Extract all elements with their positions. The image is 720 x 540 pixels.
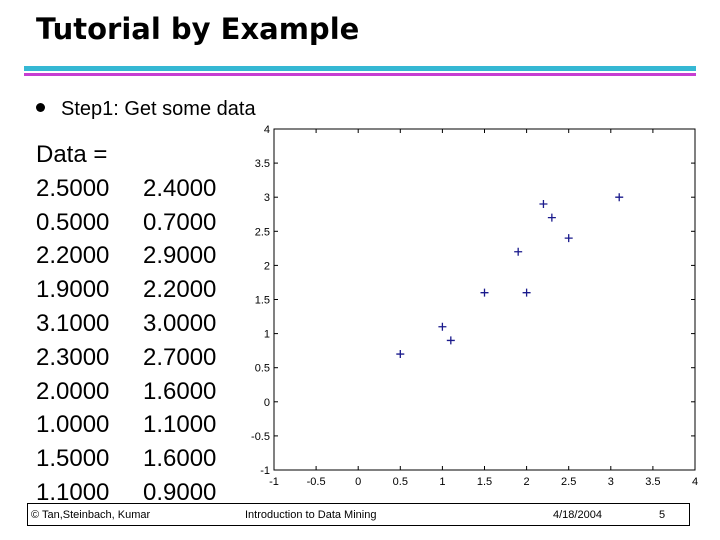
x-tick-label: 0.5 bbox=[393, 476, 408, 488]
data-row: 0.5000 0.7000 bbox=[36, 206, 216, 240]
x-tick-label: -0.5 bbox=[307, 476, 326, 488]
data-point bbox=[547, 213, 556, 222]
data-cell-x: 2.0000 bbox=[36, 377, 110, 405]
data-cell-x: 3.1000 bbox=[36, 309, 110, 337]
data-cell-x: 2.5000 bbox=[36, 174, 110, 202]
y-tick-label: -1 bbox=[260, 465, 270, 477]
footer-date: 4/18/2004 bbox=[553, 509, 602, 521]
data-cell-x: 0.5000 bbox=[36, 208, 110, 236]
data-point bbox=[514, 247, 523, 256]
data-cell-y: 3.0000 bbox=[143, 309, 217, 337]
x-tick-label: 1.5 bbox=[477, 476, 492, 488]
y-tick-label: 3 bbox=[264, 192, 270, 204]
data-cell-y: 1.1000 bbox=[143, 411, 217, 439]
scatter-chart: -1 -0.5 0 0.5 1 1.5 2 2.5 3 3.5 4 -1 -0.5 0 0.5 1 1.5 2 2.… bbox=[251, 124, 698, 488]
footer-page-number: 5 bbox=[659, 509, 666, 521]
data-cell-x: 2.3000 bbox=[36, 343, 110, 371]
data-cell-y: 2.4000 bbox=[143, 174, 217, 202]
data-row: 2.3000 2.7000 bbox=[36, 341, 216, 375]
data-cell-x: 2.2000 bbox=[36, 242, 110, 270]
data-cell-x: 1.5000 bbox=[36, 445, 110, 473]
slide-footer: © Tan,Steinbach, Kumar Introduction to D… bbox=[27, 503, 690, 526]
data-row: 1.1000 0.9000 bbox=[36, 476, 216, 510]
data-table: Data = 2.5000 2.4000 0.5000 0.7000 2.2000 2… bbox=[36, 138, 216, 510]
data-point bbox=[615, 193, 624, 202]
data-cell-x: 1.0000 bbox=[36, 411, 110, 439]
data-row: 1.0000 1.1000 bbox=[36, 408, 216, 442]
bullet-text: Step1: Get some data bbox=[61, 98, 256, 120]
title-divider-cyan bbox=[24, 66, 696, 71]
y-tick-label: 0 bbox=[264, 397, 270, 409]
x-tick-label: -1 bbox=[269, 476, 279, 488]
y-tick-label: 2 bbox=[264, 260, 270, 272]
data-cell-y: 1.6000 bbox=[143, 377, 217, 405]
x-tick-label: 3.5 bbox=[645, 476, 660, 488]
footer-course: Introduction to Data Mining bbox=[245, 509, 377, 521]
data-cell-y: 1.6000 bbox=[143, 445, 217, 473]
y-tick-label: -0.5 bbox=[251, 431, 270, 443]
x-tick-label: 4 bbox=[692, 476, 698, 488]
data-cell-y: 2.2000 bbox=[143, 276, 217, 304]
x-tick-label: 3 bbox=[608, 476, 614, 488]
data-point bbox=[522, 288, 531, 297]
slide-title: Tutorial by Example bbox=[36, 12, 360, 46]
bullet-step1: Step1: Get some data bbox=[36, 98, 256, 121]
plot-frame bbox=[273, 128, 696, 471]
footer-copyright: © Tan,Steinbach, Kumar bbox=[31, 509, 151, 521]
data-point bbox=[396, 350, 405, 359]
data-cell-y: 2.9000 bbox=[143, 242, 217, 270]
data-row: 2.5000 2.4000 bbox=[36, 172, 216, 206]
data-point bbox=[446, 336, 455, 345]
data-cell-x: 1.1000 bbox=[36, 478, 110, 506]
y-tick-label: 3.5 bbox=[255, 158, 270, 170]
data-row: 2.2000 2.9000 bbox=[36, 239, 216, 273]
data-cell-y: 0.9000 bbox=[143, 478, 217, 506]
x-tick-label: 1 bbox=[439, 476, 445, 488]
x-tick-label: 2.5 bbox=[561, 476, 576, 488]
data-point bbox=[539, 200, 548, 209]
x-tick-label: 0 bbox=[355, 476, 361, 488]
data-point bbox=[564, 234, 573, 243]
y-tick-label: 1 bbox=[264, 329, 270, 341]
data-row: 1.5000 1.6000 bbox=[36, 442, 216, 476]
data-cell-x: 1.9000 bbox=[36, 276, 110, 304]
data-cell-y: 2.7000 bbox=[143, 343, 217, 371]
data-label: Data = bbox=[36, 141, 108, 168]
data-cell-y: 0.7000 bbox=[143, 208, 217, 236]
y-tick-label: 2.5 bbox=[255, 226, 270, 238]
y-tick-label: 1.5 bbox=[255, 295, 270, 307]
data-row: 1.9000 2.2000 bbox=[36, 273, 216, 307]
x-tick-label: 2 bbox=[524, 476, 530, 488]
y-tick-label: 4 bbox=[264, 124, 270, 136]
data-row: 2.0000 1.6000 bbox=[36, 375, 216, 409]
title-divider-magenta bbox=[24, 73, 696, 76]
data-point bbox=[480, 288, 489, 297]
y-tick-label: 0.5 bbox=[255, 363, 270, 375]
data-row: 3.1000 3.0000 bbox=[36, 307, 216, 341]
data-point bbox=[438, 322, 447, 331]
bullet-dot-icon bbox=[36, 103, 45, 113]
